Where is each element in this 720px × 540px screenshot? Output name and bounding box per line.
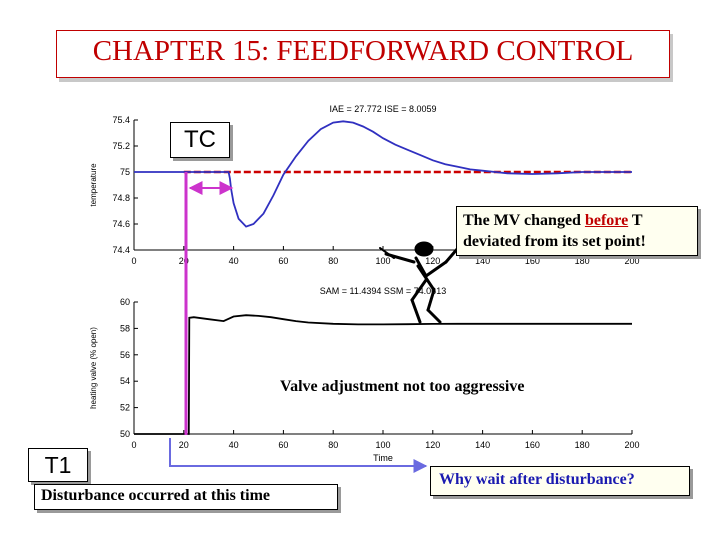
mv-note-line2: deviated from its set point!: [463, 233, 646, 250]
temp-x-tick-label: 180: [575, 256, 590, 266]
mv-note-part2: T: [631, 212, 643, 229]
disturbance-note: Disturbance occurred at this time: [41, 487, 270, 504]
temp-plot-title: IAE = 27.772 ISE = 8.0059: [329, 104, 436, 114]
t1-label: T1: [44, 452, 72, 478]
valve-x-axis-label: Time: [373, 453, 393, 463]
temp-series-line: [134, 120, 632, 228]
stick-figure-icon: [379, 241, 460, 324]
t1-box: T1: [28, 448, 88, 482]
temp-x-tick-label: 200: [624, 256, 639, 266]
valve-x-tick-label: 120: [425, 440, 440, 450]
valve-x-tick-label: 0: [131, 440, 136, 450]
valve-y-tick-label: 54: [120, 376, 130, 386]
mv-note-emphasis: before: [584, 212, 629, 229]
temp-y-tick-label: 75.4: [112, 115, 130, 125]
valve-x-tick-label: 140: [475, 440, 490, 450]
temp-y-tick-label: 75: [120, 167, 130, 177]
time-pointer-arrow: [169, 438, 428, 473]
valve-y-tick-label: 50: [120, 429, 130, 439]
why-wait-note: Why wait after disturbance?: [439, 471, 635, 488]
valve-x-tick-label: 200: [624, 440, 639, 450]
tc-box: TC: [170, 122, 230, 158]
temp-y-tick-label: 74.6: [112, 219, 130, 229]
valve-x-tick-label: 180: [575, 440, 590, 450]
valve-x-tick-label: 80: [328, 440, 338, 450]
temp-x-tick-label: 100: [375, 256, 390, 266]
temp-y-tick-label: 75.2: [112, 141, 130, 151]
mv-note: The MV changed before T deviated from it…: [463, 210, 646, 252]
temp-x-tick-label: 120: [425, 256, 440, 266]
temp-x-tick-label: 40: [229, 256, 239, 266]
valve-x-tick-label: 20: [179, 440, 189, 450]
valve-plot-title: SAM = 11.4394 SSM = 74.0613: [320, 286, 446, 296]
temp-x-tick-label: 20: [179, 256, 189, 266]
valve-y-tick-label: 60: [120, 297, 130, 307]
title-banner: CHAPTER 15: FEEDFORWARD CONTROL: [56, 30, 670, 78]
temp-y-tick-label: 74.4: [112, 245, 130, 255]
temp-y-tick-label: 74.8: [112, 193, 130, 203]
valve-x-tick-label: 160: [525, 440, 540, 450]
temp-x-tick-label: 60: [278, 256, 288, 266]
temp-x-tick-label: 160: [525, 256, 540, 266]
mv-note-part1: The MV changed: [463, 212, 581, 229]
valve-x-tick-label: 60: [278, 440, 288, 450]
temp-x-tick-label: 140: [475, 256, 490, 266]
why-wait-box: Why wait after disturbance?: [430, 466, 690, 496]
valve-y-axis-label: heating valve (% open): [89, 327, 98, 409]
temp-x-tick-label: 0: [131, 256, 136, 266]
valve-y-tick-label: 52: [120, 403, 130, 413]
mv-note-box: The MV changed before T deviated from it…: [456, 206, 698, 256]
temp-x-tick-label: 80: [328, 256, 338, 266]
valve-plot: 0 20 40 60 80 100 120 140 160 180 200 50 52 54 56 58 60 S…: [89, 286, 640, 463]
valve-note: Valve adjustment not too aggressive: [280, 378, 525, 395]
valve-y-tick-label: 58: [120, 323, 130, 333]
disturbance-note-box: Disturbance occurred at this time: [34, 484, 338, 510]
valve-x-tick-label: 100: [375, 440, 390, 450]
valve-series-line: [134, 314, 632, 435]
slide-title: CHAPTER 15: FEEDFORWARD CONTROL: [92, 35, 634, 67]
valve-x-tick-label: 40: [229, 440, 239, 450]
tc-label: TC: [184, 126, 216, 153]
valve-y-tick-label: 56: [120, 350, 130, 360]
temp-y-axis-label: temperature: [89, 163, 98, 207]
